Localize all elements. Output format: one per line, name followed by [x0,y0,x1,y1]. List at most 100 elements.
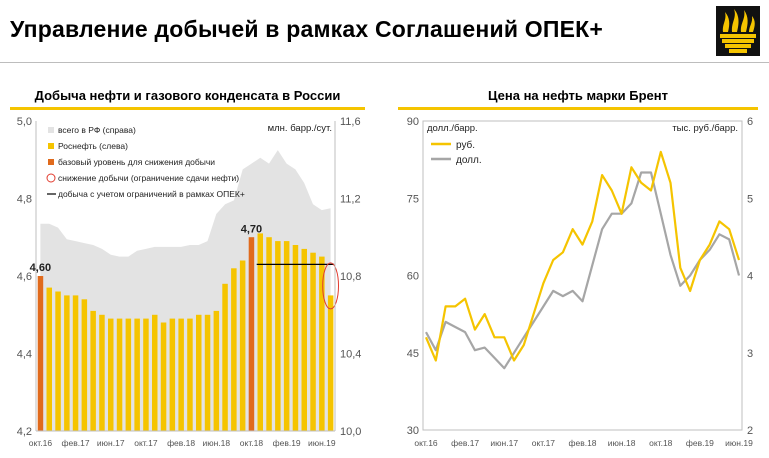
rosneft-bar [108,318,114,431]
page-title: Управление добычей в рамках Соглашений О… [10,16,603,42]
left-y-tick-label: 5,0 [17,116,32,128]
rosneft-bar [319,256,325,431]
rosneft-bar [310,252,316,431]
left-y-tick-label: 90 [407,116,419,128]
left-y-tick-label: 75 [407,193,419,205]
right-y-tick-label: 2 [747,425,753,437]
value-annotation: 4,70 [241,223,262,235]
rosneft-bar [46,287,52,431]
rosneft-bar [55,291,61,431]
rosneft-bar [257,233,263,431]
left-y-tick-label: 4,8 [17,194,32,206]
x-tick-label: фев.19 [273,438,301,448]
x-tick-label: окт.16 [29,438,53,448]
legend-label: всего в РФ (справа) [58,125,136,135]
title-divider [0,62,769,63]
rosneft-bar [116,318,123,431]
right-y-tick-label: 3 [747,348,753,360]
rub-price-line [424,150,741,362]
left-chart-title: Добыча нефти и газового конденсата в Рос… [34,88,341,103]
x-tick-label: июн.17 [490,438,518,448]
baseline-bar [37,276,44,431]
x-tick-label: окт.18 [240,438,264,448]
legend-label: добыча с учетом ограничений в рамках ОПЕ… [58,189,245,199]
rosneft-bar [72,295,79,431]
rosneft-bar [239,260,246,431]
rosneft-bar [169,318,176,431]
production-cut-marker [322,262,340,310]
rosneft-bar [301,248,307,431]
x-tick-label: июн.19 [308,438,336,448]
x-tick-label: фев.17 [451,438,479,448]
x-tick-label: июн.17 [97,438,125,448]
right-y-tick-label: 5 [747,193,753,205]
rosneft-bar [222,283,228,432]
legend-label: базовый уровень для снижения добычи [58,157,215,167]
left-y-tick-label: 4,4 [17,349,32,361]
left-axis-unit: долл./барр. [427,123,478,134]
x-tick-label: окт.16 [414,438,438,448]
left-y-tick-label: 30 [407,425,419,437]
right-y-tick-label: 11,6 [340,116,361,128]
right-y-tick-label: 10,4 [340,349,361,361]
x-tick-label: окт.17 [532,438,556,448]
rosneft-bar [266,237,272,431]
rosneft-bar [292,245,299,431]
right-y-tick-label: 6 [747,116,753,128]
rosneft-bar [81,299,88,432]
price-plot-frame [422,120,743,431]
x-tick-label: окт.17 [134,438,158,448]
x-tick-label: июн.18 [202,438,230,448]
legend-swatch-cut [46,173,56,183]
rosneft-logo [716,6,760,56]
left-y-tick-label: 60 [407,271,419,283]
rosneft-bar [99,314,105,431]
x-tick-label: фев.18 [167,438,195,448]
x-tick-label: июн.19 [725,438,753,448]
legend-label: Роснефть (слева) [58,141,128,151]
right-y-tick-label: 10,0 [340,426,361,438]
legend-swatch-rosneft [48,143,54,149]
rosneft-bar [143,318,149,431]
rosneft-bar [204,314,211,431]
x-tick-label: фев.17 [62,438,90,448]
legend-swatch-total [48,127,54,133]
left-chart-title-rule [10,107,365,110]
legend-label: руб. [456,139,475,151]
x-tick-label: окт.18 [649,438,673,448]
rosneft-bar [178,318,184,431]
right-chart-title: Цена на нефть марки Брент [488,88,668,103]
right-axis-unit: млн. барр./сут. [268,123,332,134]
baseline-bar [248,237,255,431]
left-y-tick-label: 45 [407,348,419,360]
rosneft-bar [275,241,281,431]
usd-price-line [425,171,741,370]
rosneft-bar [152,314,158,431]
rosneft-bar [231,268,237,432]
rosneft-bar [187,318,193,431]
x-tick-label: июн.18 [608,438,636,448]
rosneft-bar [283,241,290,431]
left-y-tick-label: 4,2 [17,426,32,438]
legend-label: долл. [456,155,482,166]
rosneft-bar [196,314,202,431]
right-axis-unit: тыс. руб./барр. [672,123,738,134]
rosneft-bar [160,322,167,431]
right-y-tick-label: 10,8 [340,271,361,283]
x-tick-label: фев.18 [568,438,596,448]
rosneft-bar [90,310,96,431]
rosneft-bar [134,318,140,431]
right-y-tick-label: 11,2 [340,194,361,206]
rosneft-bar [213,310,220,431]
right-chart-title-rule [398,107,758,110]
x-tick-label: фев.19 [686,438,714,448]
left-y-tick-label: 4,6 [17,271,32,283]
legend-swatch-baseline [48,159,54,165]
value-annotation: 4,60 [30,262,51,274]
rosneft-bar [64,295,70,431]
legend-label: снижение добычи (ограничение сдачи нефти… [58,173,239,183]
rosneft-bar [327,295,334,431]
rosneft-bar [125,318,132,431]
right-y-tick-label: 4 [747,271,753,283]
